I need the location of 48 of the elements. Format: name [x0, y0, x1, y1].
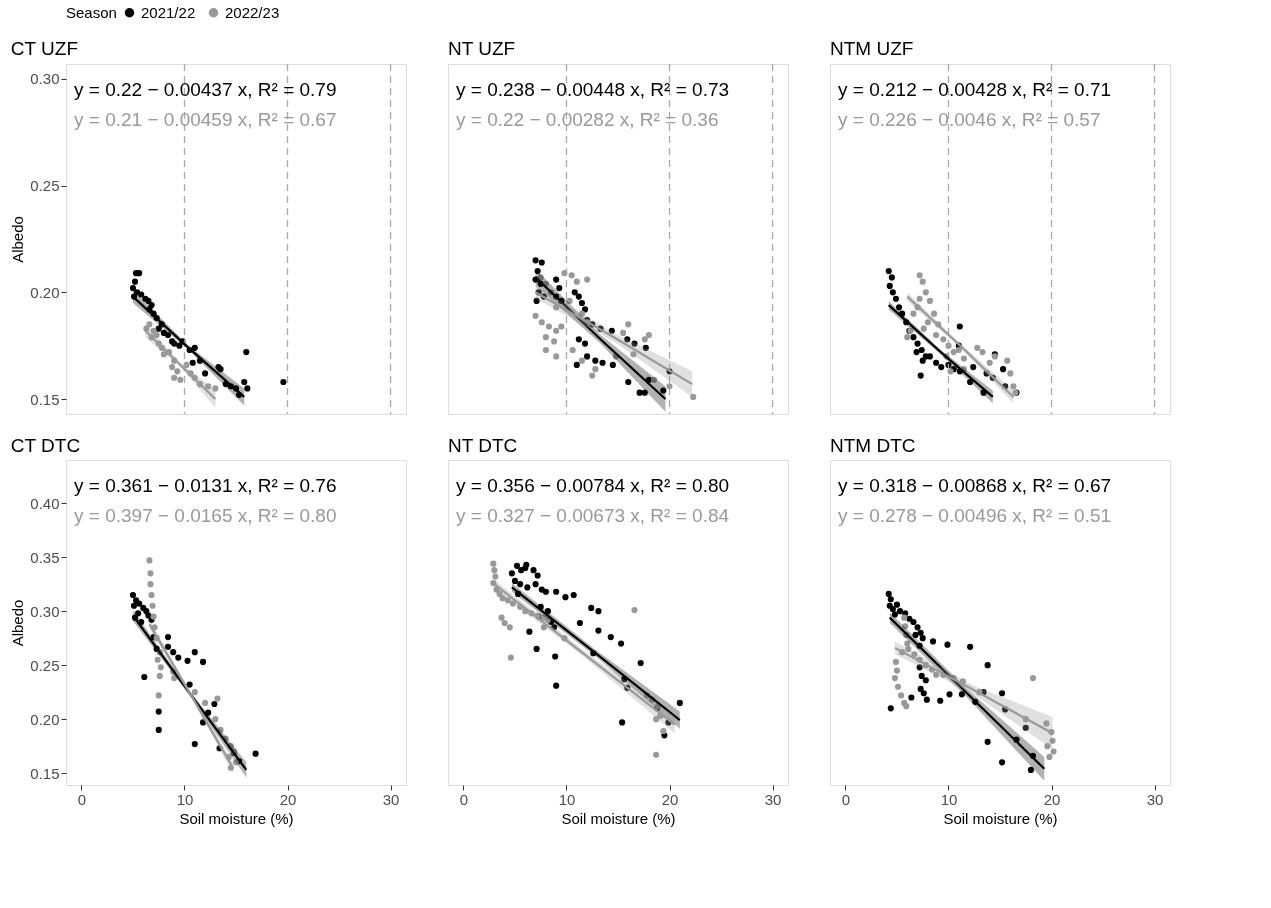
annotation: y = 0.212 − 0.00428 x, R² = 0.71 — [838, 79, 1112, 100]
chart-title: CT DTC — [10, 435, 81, 456]
x-tick-label: 0 — [459, 790, 469, 808]
x-tick-label: 20 — [1043, 790, 1061, 808]
legend-label: 2021/22 — [141, 3, 196, 21]
y-tick-label: 0.25 — [30, 656, 60, 674]
y-tick-label: 0.35 — [30, 548, 60, 566]
y-axis-title: Albedo — [9, 216, 27, 263]
annotation: y = 0.22 − 0.00437 x, R² = 0.79 — [74, 79, 337, 100]
x-tick-label: 20 — [661, 790, 679, 808]
y-tick-label: 0.30 — [30, 602, 60, 620]
chart-title: NT DTC — [448, 435, 518, 456]
annotation: y = 0.318 − 0.00868 x, R² = 0.67 — [838, 475, 1112, 496]
legend-title: Season — [66, 4, 117, 21]
y-tick-label: 0.15 — [30, 390, 60, 408]
y-tick-label: 0.15 — [30, 764, 60, 782]
chart-title: NTM UZF — [830, 38, 914, 60]
x-tick-label: 10 — [558, 790, 576, 808]
annotation: y = 0.278 − 0.00496 x, R² = 0.51 — [838, 505, 1112, 526]
x-tick-label: 0 — [77, 790, 87, 808]
x-tick-label: 0 — [841, 790, 851, 808]
x-tick-label: 10 — [940, 790, 958, 808]
y-tick-label: 0.25 — [30, 177, 60, 195]
x-tick-label: 30 — [1146, 790, 1164, 808]
annotation: y = 0.361 − 0.0131 x, R² = 0.76 — [74, 475, 337, 496]
annotation: y = 0.327 − 0.00673 x, R² = 0.84 — [456, 505, 730, 526]
annotation: y = 0.226 − 0.0046 x, R² = 0.57 — [838, 109, 1101, 130]
x-tick-label: 30 — [764, 790, 782, 808]
y-tick-label: 0.20 — [30, 710, 60, 728]
x-axis-title: Soil moisture (%) — [179, 809, 294, 827]
annotation: y = 0.397 − 0.0165 x, R² = 0.80 — [74, 505, 337, 526]
legend-label: 2022/23 — [225, 3, 280, 21]
annotation: y = 0.356 − 0.00784 x, R² = 0.80 — [456, 475, 730, 496]
annotation: y = 0.238 − 0.00448 x, R² = 0.73 — [456, 79, 730, 100]
chart-title: NT UZF — [448, 38, 516, 60]
y-tick-label: 0.30 — [30, 70, 60, 88]
chart-title: NTM DTC — [830, 435, 916, 456]
x-tick-label: 10 — [176, 790, 194, 808]
annotation: y = 0.22 − 0.00282 x, R² = 0.36 — [456, 109, 719, 130]
x-tick-label: 20 — [279, 790, 297, 808]
annotation: y = 0.21 − 0.00459 x, R² = 0.67 — [74, 109, 337, 130]
x-tick-label: 30 — [382, 790, 400, 808]
x-axis-title: Soil moisture (%) — [943, 809, 1058, 827]
y-axis-title: Albedo — [9, 599, 27, 647]
y-tick-label: 0.20 — [30, 283, 60, 301]
x-axis-title: Soil moisture (%) — [561, 809, 676, 827]
y-tick-label: 0.40 — [30, 494, 60, 512]
chart-title: CT UZF — [10, 38, 79, 60]
